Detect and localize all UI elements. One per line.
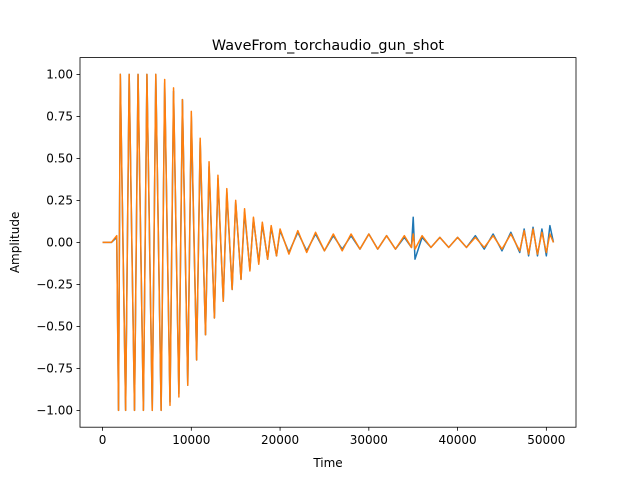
y-tick-label: −0.50 — [36, 319, 73, 333]
plot-frame — [79, 57, 577, 428]
x-tick-label: 10000 — [172, 433, 210, 447]
y-tick-label: 1.00 — [46, 67, 73, 81]
y-tick-label: −0.75 — [36, 361, 73, 375]
x-tick-label: 0 — [99, 433, 107, 447]
y-axis-label: Amplitude — [8, 212, 22, 274]
y-tick-label: 0.25 — [46, 193, 73, 207]
y-tick-label: 0.50 — [46, 151, 73, 165]
x-axis-ticks: 0 10000 20000 30000 40000 50000 — [99, 427, 565, 447]
x-tick-label: 40000 — [438, 433, 476, 447]
x-tick-label: 20000 — [261, 433, 299, 447]
y-tick-label: −1.00 — [36, 403, 73, 417]
y-tick-label: 0.00 — [46, 235, 73, 249]
y-tick-label: 0.75 — [46, 109, 73, 123]
y-axis-ticks: −1.00 −0.75 −0.50 −0.25 0.00 0.25 0.50 0.75 1.00 — [36, 67, 80, 417]
chart-title: WaveFrom_torchaudio_gun_shot — [212, 38, 444, 54]
x-tick-label: 50000 — [527, 433, 565, 447]
series-line-2 — [102, 73, 555, 412]
x-axis-label: Time — [312, 456, 342, 470]
series-layer — [102, 73, 555, 412]
y-tick-label: −0.25 — [36, 277, 73, 291]
x-tick-label: 30000 — [350, 433, 388, 447]
